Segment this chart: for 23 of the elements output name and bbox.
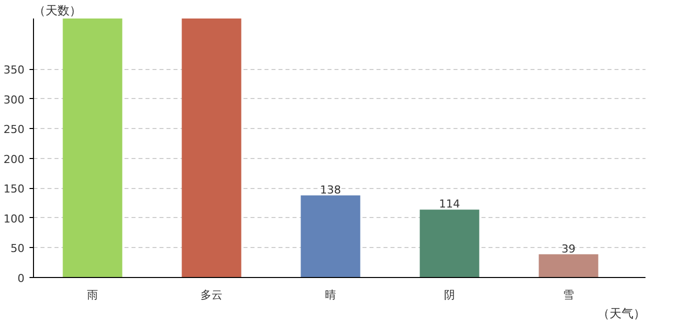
y-tick-label: 150 [4, 182, 25, 196]
y-tick-label: 250 [4, 123, 25, 136]
bar [420, 210, 480, 278]
data-label: 138 [320, 183, 342, 196]
bar [538, 254, 598, 278]
x-tick-label: 雪 [563, 288, 574, 302]
y-tick-label: 100 [4, 212, 25, 226]
data-label: 114 [439, 198, 460, 211]
bar [300, 195, 360, 278]
y-tick-label: 350 [4, 64, 25, 77]
data-label: 39 [562, 242, 576, 256]
bar [182, 18, 242, 278]
y-axis-title: （天数） [34, 4, 82, 18]
x-tick-label: 阴 [444, 288, 456, 302]
y-tick-label: 200 [4, 152, 25, 166]
bar [62, 18, 122, 278]
x-axis-title: （天气） [598, 306, 646, 320]
x-tick-label: 多云 [200, 288, 223, 302]
y-tick-label: 50 [10, 242, 25, 256]
y-tick-label: 0 [18, 272, 24, 285]
y-tick-label: 300 [4, 93, 25, 106]
x-tick-label: 晴 [325, 288, 336, 302]
x-tick-label: 雨 [87, 288, 98, 302]
